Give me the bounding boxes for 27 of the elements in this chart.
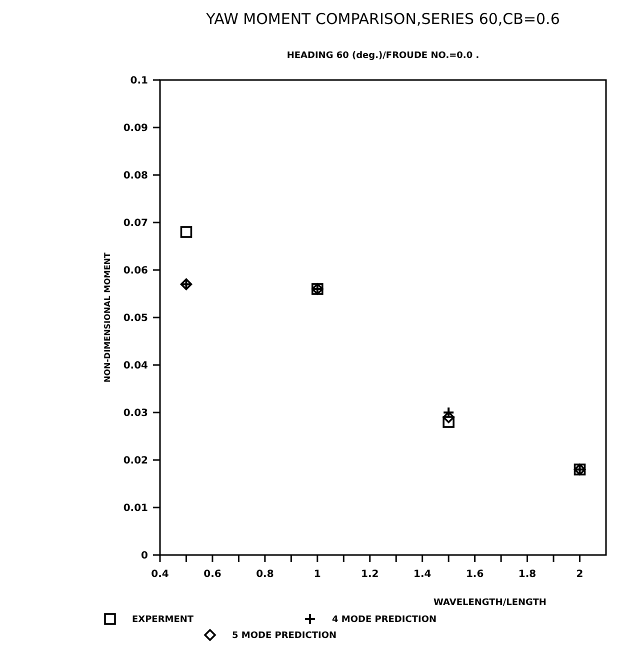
x-tick-label: 1.2	[361, 569, 379, 580]
y-tick-label: 0.09	[123, 123, 148, 134]
y-tick-label: 0	[141, 550, 148, 562]
x-tick-label: 1.8	[518, 569, 536, 580]
y-tick-label: 0.02	[123, 456, 148, 466]
x-tick-label: 0.6	[204, 569, 222, 580]
legend-label: 5 MODE PREDICTION	[232, 631, 337, 642]
y-tick-label: 0.05	[123, 313, 148, 324]
y-tick-label: 0.03	[123, 408, 148, 419]
y-tick-label: 0.07	[123, 218, 148, 229]
y-tick-label: 0.1	[130, 76, 148, 86]
x-tick-label: 0.4	[151, 569, 169, 580]
x-axis-title: WAVELENGTH/LENGTH	[434, 598, 546, 608]
chart-title: YAW MOMENT COMPARISON,SERIES 60,CB=0.6	[205, 10, 560, 28]
y-axis-title: NON-DIMENSIONAL MOMENT	[103, 252, 112, 382]
y-tick-label: 0.04	[123, 360, 148, 372]
x-tick-label: 1.6	[466, 569, 484, 580]
legend-label: EXPERMENT	[132, 615, 194, 626]
x-tick-label: 1	[314, 569, 321, 580]
x-tick-label: 0.8	[256, 569, 274, 580]
x-tick-label: 1.4	[413, 569, 432, 580]
x-tick-label: 2	[576, 569, 584, 580]
y-tick-label: 0.08	[123, 170, 148, 182]
legend-label: 4 MODE PREDICTION	[332, 615, 437, 626]
chart-subtitle: HEADING 60 (deg.)/FROUDE NO.=0.0 .	[286, 51, 480, 61]
y-tick-label: 0.06	[123, 266, 148, 276]
y-tick-label: 0.01	[123, 503, 148, 514]
